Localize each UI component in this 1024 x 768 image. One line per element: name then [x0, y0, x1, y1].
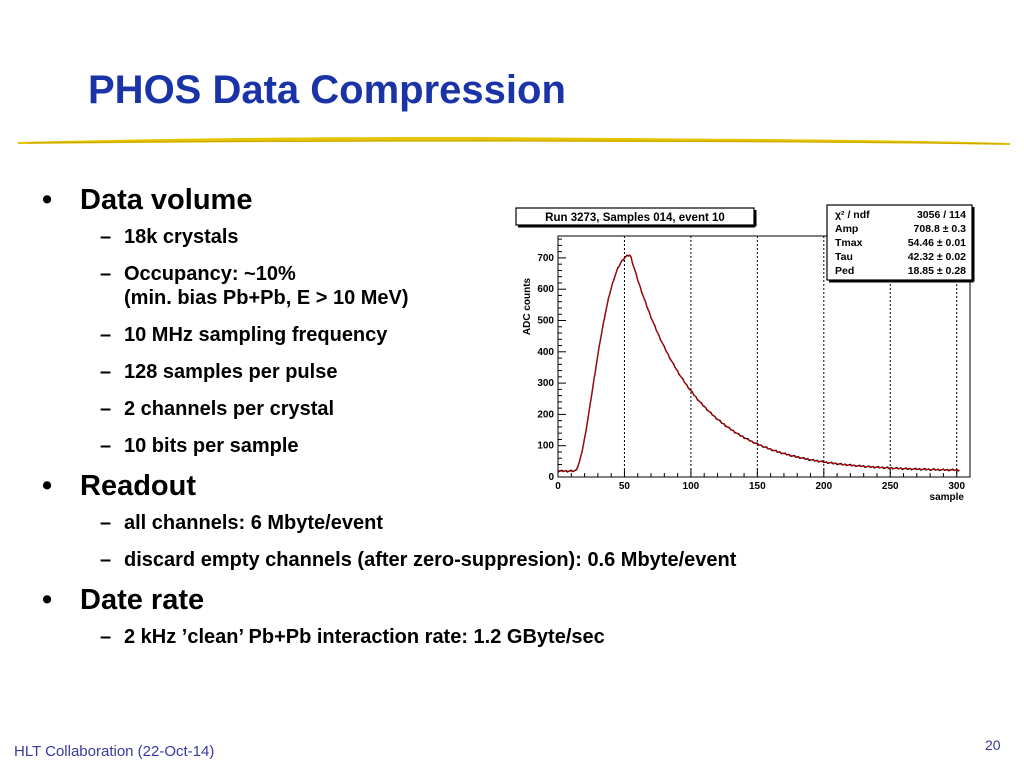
- y-tick-label: 700: [537, 253, 554, 264]
- sub-bullet: – Occupancy: ~10%: [100, 263, 296, 285]
- bullet-data-volume: • Data volume: [42, 184, 253, 216]
- y-tick-label: 500: [537, 316, 554, 327]
- stats-label: Ped: [835, 265, 854, 277]
- adc-pulse-plot: 0 50 100 150 200 250 300 0 100 200 300 400 500 600 700…: [515, 204, 975, 503]
- stats-value: 18.85 ± 0.28: [908, 265, 966, 277]
- sub-bullet: –18k crystals: [100, 226, 239, 248]
- x-tick-label: 150: [749, 481, 766, 492]
- title-underline: [18, 137, 1010, 145]
- page-number: 20: [985, 737, 1001, 753]
- stats-label: Tmax: [835, 237, 863, 249]
- bullet-data-rate: • Date rate: [42, 584, 205, 616]
- y-tick-label: 0: [548, 472, 554, 483]
- y-tick-label: 100: [537, 441, 554, 452]
- footer-text: HLT Collaboration (22-Oct-14): [14, 743, 215, 760]
- sub-bullet: –2 kHz ’clean’ Pb+Pb interaction rate: 1…: [100, 626, 605, 648]
- plot-title: Run 3273, Samples 014, event 10: [545, 212, 725, 224]
- sub-bullet: – all channels: 6 Mbyte/event: [100, 512, 383, 534]
- sub-bullet: –128 samples per pulse: [100, 361, 338, 383]
- y-tick-label: 300: [537, 378, 554, 389]
- slide-title: PHOS Data Compression: [88, 68, 566, 112]
- x-tick-label: 50: [619, 481, 631, 492]
- stats-label: χ² / ndf: [835, 209, 870, 221]
- sub-bullet: –2 channels per crystal: [100, 398, 335, 420]
- x-tick-label: 100: [683, 481, 700, 492]
- x-tick-label: 300: [948, 481, 965, 492]
- y-tick-label: 600: [537, 284, 554, 295]
- sub-bullet: – discard empty channels (after zero-supp…: [100, 549, 737, 571]
- bullet-readout: • Readout: [42, 470, 196, 502]
- stats-value: 54.46 ± 0.01: [908, 237, 966, 249]
- stats-label: Amp: [835, 223, 858, 235]
- y-axis-label: ADC counts: [522, 277, 533, 335]
- x-axis-label: sample: [930, 492, 965, 503]
- stats-value: 3056 / 114: [917, 209, 966, 221]
- x-tick-label: 0: [555, 481, 561, 492]
- x-tick-label: 250: [882, 481, 899, 492]
- stats-value: 708.8 ± 0.3: [914, 223, 967, 235]
- stats-box: [826, 204, 973, 281]
- y-tick-label: 400: [537, 347, 554, 358]
- sub-bullet: –10 MHz sampling frequency: [100, 324, 388, 346]
- fit-series-line: [558, 254, 960, 472]
- y-tick-label: 200: [537, 409, 554, 420]
- plot-title-box: [515, 207, 755, 226]
- stats-label: Tau: [835, 251, 853, 263]
- sub-bullet: –10 bits per sample: [100, 435, 299, 457]
- bullet-list: • Data volume –18k crystals – Occupancy: ~…: [42, 183, 942, 649]
- sub-bullet-continuation: (min. bias Pb+Pb, E > 10 MeV): [124, 287, 409, 309]
- x-tick-label: 200: [815, 481, 832, 492]
- stats-value: 42.32 ± 0.02: [908, 251, 966, 263]
